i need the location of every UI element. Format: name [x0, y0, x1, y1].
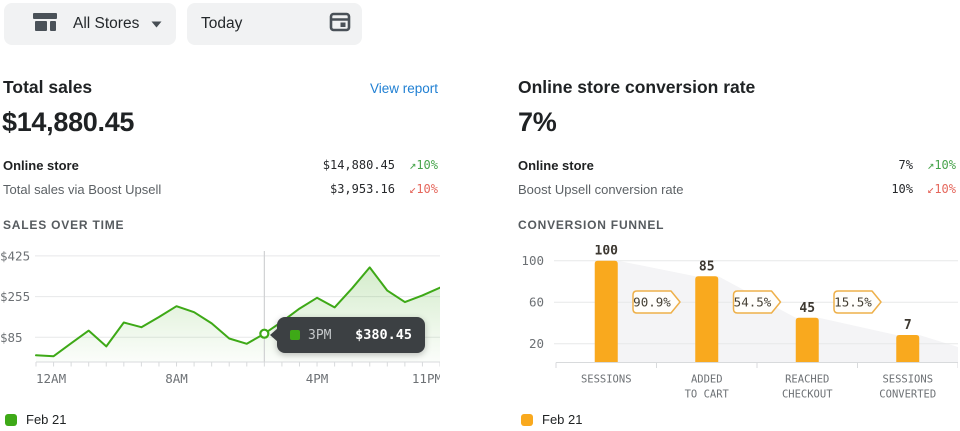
svg-text:11PM: 11PM — [412, 371, 440, 386]
svg-text:SESSIONS: SESSIONS — [882, 374, 933, 386]
svg-text:45: 45 — [799, 301, 815, 316]
tooltip-time: 3PM — [308, 327, 332, 343]
section-label: CONVERSION FUNNEL — [518, 218, 665, 232]
metric-row: Boost Upsell conversion rate 10% ↙10% — [518, 177, 956, 201]
svg-text:20: 20 — [529, 336, 544, 351]
metric-row: Online store $14,880.45 ↗10% — [3, 153, 438, 177]
funnel-legend: Feb 21 — [521, 412, 582, 427]
metric-value: $3,953.16 — [329, 182, 395, 196]
svg-text:90.9%: 90.9% — [633, 295, 671, 310]
svg-text:SESSIONS: SESSIONS — [581, 374, 632, 386]
sales-legend: Feb 21 — [5, 412, 66, 427]
conversion-metric-rows: Online store 7% ↗10% Boost Upsell conver… — [518, 153, 956, 201]
metric-delta: ↗10% — [409, 158, 438, 172]
svg-text:CONVERTED: CONVERTED — [879, 389, 936, 401]
tooltip-value: $380.45 — [355, 327, 412, 343]
metric-delta: ↙10% — [927, 182, 956, 196]
svg-text:100: 100 — [521, 253, 544, 268]
svg-text:7: 7 — [904, 318, 912, 333]
svg-text:$255: $255 — [0, 289, 30, 304]
svg-text:$425: $425 — [0, 248, 30, 263]
svg-text:54.5%: 54.5% — [734, 295, 772, 310]
svg-text:4PM: 4PM — [306, 371, 329, 386]
trend-up-arrow-icon: ↗ — [927, 158, 935, 172]
view-report-link[interactable]: View report — [369, 81, 438, 96]
metric-row: Total sales via Boost Upsell $3,953.16 ↙… — [3, 177, 438, 201]
metric-value: $14,880.45 — [322, 158, 395, 172]
metric-label: Online store — [3, 157, 79, 173]
metric-row: Online store 7% ↗10% — [518, 153, 956, 177]
store-picker-label: All Stores — [73, 15, 140, 32]
date-picker-label: Today — [201, 15, 243, 32]
date-picker-button[interactable]: Today — [187, 3, 362, 45]
topbar: All Stores Today — [0, 0, 960, 52]
legend-label: Feb 21 — [542, 412, 583, 427]
metric-delta: ↗10% — [927, 158, 956, 172]
metric-delta: ↙10% — [409, 182, 438, 196]
trend-down-arrow-icon: ↙ — [409, 182, 417, 196]
store-picker-button[interactable]: All Stores — [4, 3, 176, 45]
total-sales-header: Total sales View report — [3, 77, 438, 98]
legend-swatch — [521, 413, 533, 426]
svg-text:CHECKOUT: CHECKOUT — [782, 389, 833, 401]
metric-value: 7% — [898, 158, 913, 172]
svg-text:$85: $85 — [0, 330, 23, 345]
calendar-icon — [329, 11, 351, 38]
legend-swatch — [5, 413, 17, 426]
trend-down-arrow-icon: ↙ — [927, 182, 935, 196]
total-sales-metric-rows: Online store $14,880.45 ↗10% Total sales… — [3, 153, 438, 201]
svg-text:15.5%: 15.5% — [834, 295, 872, 310]
svg-text:ADDED: ADDED — [691, 374, 723, 386]
section-label: SALES OVER TIME — [3, 218, 125, 232]
metric-label: Online store — [518, 157, 594, 173]
svg-text:8AM: 8AM — [165, 371, 188, 386]
svg-text:REACHED: REACHED — [785, 374, 829, 386]
conversion-header: Online store conversion rate — [518, 77, 956, 98]
caret-down-icon — [151, 15, 162, 33]
svg-text:12AM: 12AM — [36, 371, 66, 386]
svg-text:TO CART: TO CART — [685, 389, 730, 401]
metric-label: Boost Upsell conversion rate — [518, 181, 684, 197]
card-title: Total sales — [3, 77, 93, 97]
svg-text:100: 100 — [595, 245, 619, 259]
conversion-funnel-chart: 20 60 100 100 85 45 7 90.9% 54.5% 15.5% SESSIONS AD… — [521, 245, 958, 401]
chart-tooltip: 3PM $380.45 — [270, 317, 425, 353]
conversion-headline-value: 7% — [518, 107, 557, 137]
card-title: Online store conversion rate — [518, 77, 756, 97]
metric-label: Total sales via Boost Upsell — [3, 181, 162, 197]
total-sales-headline-value: $14,880.45 — [2, 107, 135, 137]
metric-value: 10% — [891, 182, 913, 196]
storefront-icon — [32, 11, 58, 38]
trend-up-arrow-icon: ↗ — [409, 158, 417, 172]
tooltip-series-swatch — [290, 330, 300, 340]
legend-label: Feb 21 — [26, 412, 67, 427]
svg-text:60: 60 — [529, 295, 544, 310]
svg-text:85: 85 — [699, 259, 715, 274]
